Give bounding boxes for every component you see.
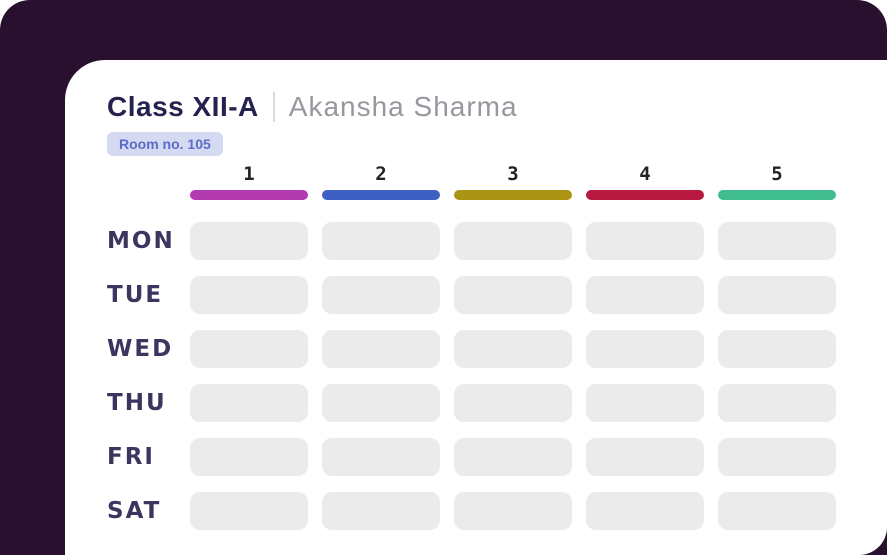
day-row: MON — [107, 222, 887, 260]
timetable-grid: 1 2 3 4 5 MON TUE WED THU FRI SAT — [107, 164, 887, 530]
timetable-cell[interactable] — [454, 438, 572, 476]
timetable-cell[interactable] — [718, 330, 836, 368]
timetable-cell[interactable] — [586, 384, 704, 422]
period-number: 5 — [771, 163, 783, 185]
timetable-cell[interactable] — [190, 438, 308, 476]
timetable-cell[interactable] — [322, 276, 440, 314]
timetable-cell[interactable] — [718, 438, 836, 476]
class-title: Class XII-A — [107, 91, 259, 122]
timetable-card: Class XII-A Akansha Sharma Room no. 105 … — [65, 60, 887, 555]
title-divider — [272, 92, 275, 122]
timetable-cell[interactable] — [322, 492, 440, 530]
timetable-cell[interactable] — [454, 276, 572, 314]
day-label: FRI — [107, 444, 155, 470]
day-label: WED — [107, 336, 174, 362]
timetable-cell[interactable] — [322, 330, 440, 368]
period-numbers-row: 1 2 3 4 5 — [107, 164, 887, 184]
timetable-cell[interactable] — [718, 276, 836, 314]
period-color-bar — [322, 190, 440, 200]
timetable-cell[interactable] — [718, 384, 836, 422]
timetable-cell[interactable] — [586, 222, 704, 260]
day-label: MON — [107, 228, 175, 254]
timetable-cell[interactable] — [586, 330, 704, 368]
period-number: 2 — [375, 163, 387, 185]
timetable-cell[interactable] — [586, 438, 704, 476]
period-number: 3 — [507, 163, 519, 185]
timetable-cell[interactable] — [454, 492, 572, 530]
day-label: SAT — [107, 498, 162, 524]
period-color-bar — [190, 190, 308, 200]
timetable-cell[interactable] — [454, 222, 572, 260]
day-row: SAT — [107, 492, 887, 530]
timetable-cell[interactable] — [718, 492, 836, 530]
timetable-cell[interactable] — [586, 276, 704, 314]
period-number: 1 — [243, 163, 255, 185]
day-label: THU — [107, 390, 167, 416]
day-row: WED — [107, 330, 887, 368]
day-row: TUE — [107, 276, 887, 314]
timetable-cell[interactable] — [190, 222, 308, 260]
period-color-bar — [586, 190, 704, 200]
timetable-cell[interactable] — [718, 222, 836, 260]
period-color-bar — [454, 190, 572, 200]
card-header: Class XII-A Akansha Sharma — [107, 90, 887, 124]
timetable-cell[interactable] — [322, 384, 440, 422]
period-color-bar — [718, 190, 836, 200]
timetable-cell[interactable] — [322, 438, 440, 476]
teacher-name: Akansha Sharma — [288, 91, 518, 122]
timetable-cell[interactable] — [454, 384, 572, 422]
period-color-bars-row — [107, 190, 887, 200]
room-badge: Room no. 105 — [107, 132, 223, 156]
timetable-cell[interactable] — [322, 222, 440, 260]
day-label: TUE — [107, 282, 164, 308]
timetable-cell[interactable] — [190, 276, 308, 314]
timetable-cell[interactable] — [454, 330, 572, 368]
timetable-cell[interactable] — [190, 384, 308, 422]
day-row: THU — [107, 384, 887, 422]
timetable-cell[interactable] — [586, 492, 704, 530]
timetable-cell[interactable] — [190, 330, 308, 368]
period-number: 4 — [639, 163, 651, 185]
day-row: FRI — [107, 438, 887, 476]
timetable-cell[interactable] — [190, 492, 308, 530]
